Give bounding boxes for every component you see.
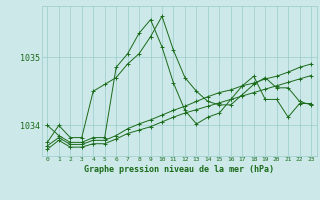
X-axis label: Graphe pression niveau de la mer (hPa): Graphe pression niveau de la mer (hPa): [84, 165, 274, 174]
